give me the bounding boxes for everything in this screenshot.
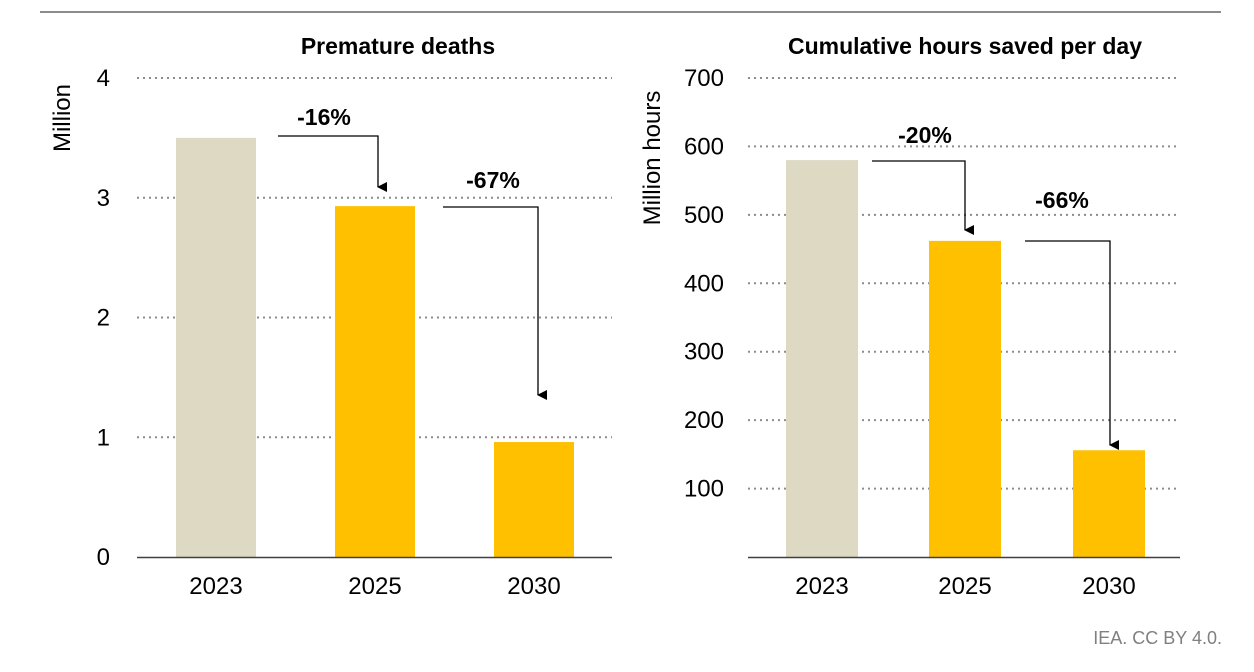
chart-panel-1: 0 1 2 3 4 2023 2025 2030 Premature deaths Million… <box>49 33 612 600</box>
top-rule <box>40 11 1221 13</box>
change-arrow <box>443 206 547 400</box>
chart-panel-2: 100 200 300 400 500 600 700 2023 2025 2030 Cumulat… <box>639 33 1180 600</box>
x-tick-label: 2030 <box>507 573 560 600</box>
y-tick-label: 300 <box>684 339 724 366</box>
bar-2030 <box>1073 450 1145 557</box>
y-tick-label: 2 <box>97 305 110 332</box>
bar-2025 <box>335 206 415 557</box>
y-tick-label: 700 <box>684 65 724 92</box>
change-label: -20% <box>898 122 952 148</box>
chart-title: Cumulative hours saved per day <box>788 33 1142 59</box>
y-tick-label: 600 <box>684 133 724 160</box>
change-label: -67% <box>466 167 520 193</box>
x-tick-label: 2023 <box>189 573 242 600</box>
change-label: -16% <box>297 104 351 130</box>
change-arrow <box>872 160 974 235</box>
x-tick-label: 2025 <box>938 573 991 600</box>
change-label: -66% <box>1035 187 1089 213</box>
y-tick-label: 4 <box>97 65 110 92</box>
y-tick-label: 3 <box>97 185 110 212</box>
x-tick-label: 2023 <box>795 573 848 600</box>
bar-2030 <box>494 442 574 557</box>
x-tick-label: 2025 <box>348 573 401 600</box>
bar-2023 <box>176 137 256 557</box>
x-tick-label: 2030 <box>1082 573 1135 600</box>
y-axis-label: Million hours <box>639 91 666 226</box>
credit-text: IEA. CC BY 4.0. <box>1093 628 1222 648</box>
y-tick-label: 200 <box>684 407 724 434</box>
bar-2023 <box>786 160 858 557</box>
change-arrow <box>278 135 387 192</box>
change-arrow <box>1025 240 1119 450</box>
y-axis-label: Million <box>49 84 76 152</box>
bar-2025 <box>929 240 1001 558</box>
chart-title: Premature deaths <box>301 33 495 59</box>
y-tick-label: 400 <box>684 270 724 297</box>
y-tick-label: 100 <box>684 476 724 503</box>
y-tick-label: 500 <box>684 202 724 229</box>
y-tick-label: 1 <box>97 424 110 451</box>
y-tick-label: 0 <box>97 544 110 571</box>
